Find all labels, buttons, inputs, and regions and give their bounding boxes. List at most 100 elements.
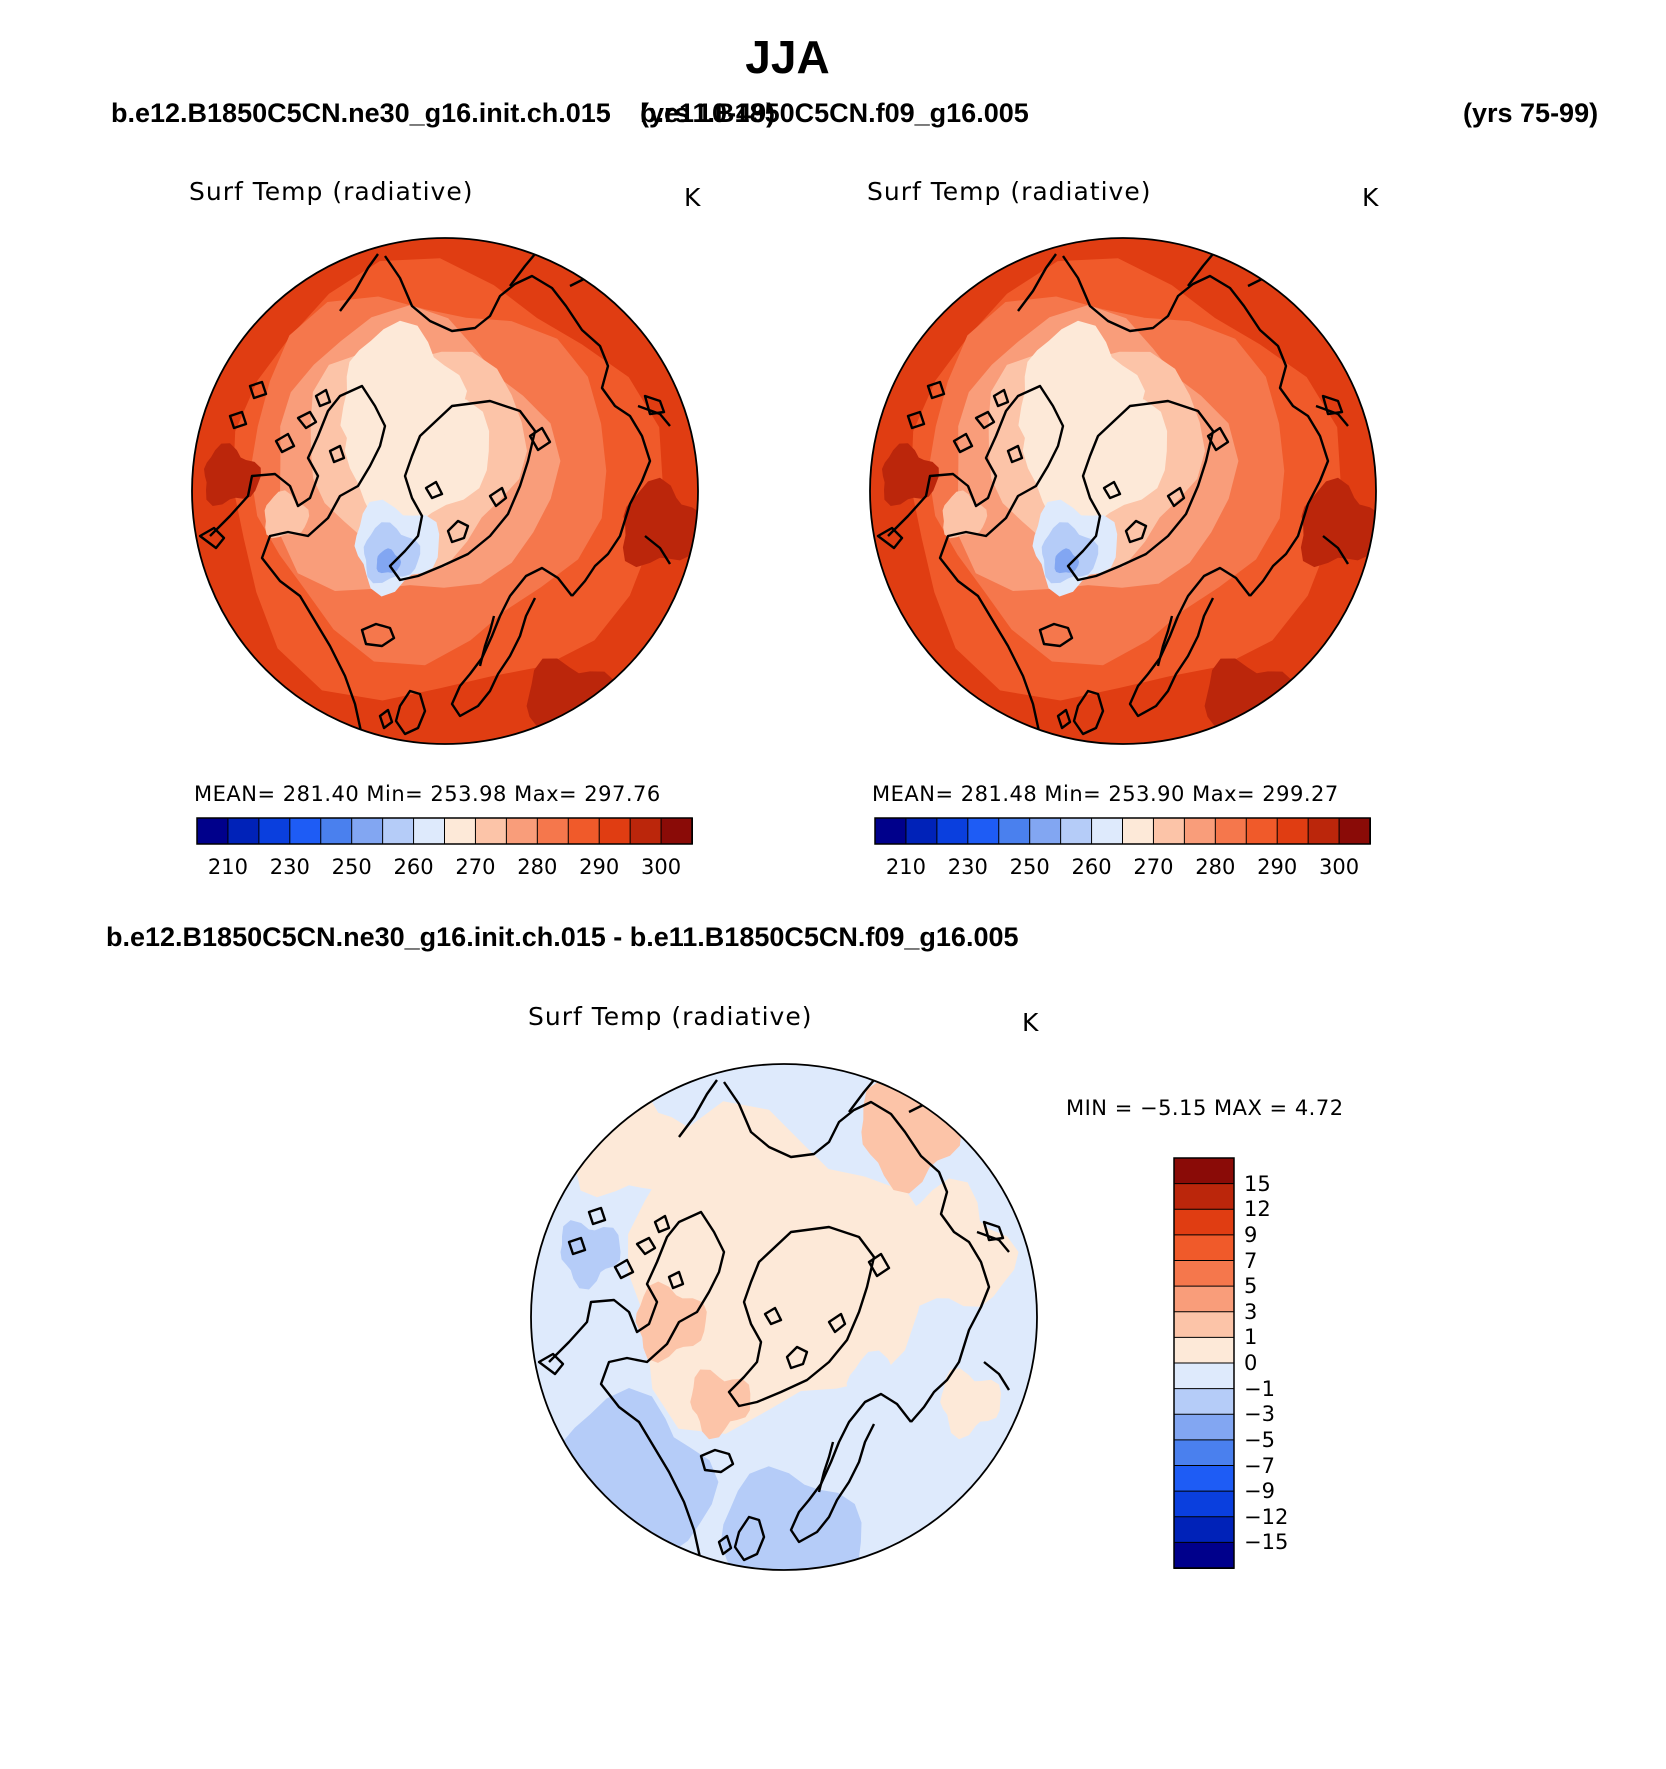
colorbar-box	[505, 817, 539, 845]
polar-map-panel1	[191, 237, 699, 745]
colorbar-box	[258, 817, 291, 845]
colorbar-box	[1307, 817, 1341, 845]
colorbar-panel1	[196, 817, 693, 845]
colorbar-box	[351, 817, 384, 845]
colorbar-tick-label: 270	[1133, 855, 1174, 879]
colorbar-box	[444, 817, 477, 845]
colorbar-tick-label: 7	[1244, 1248, 1258, 1273]
polar-map-panel2	[869, 237, 1377, 745]
colorbar-box	[1152, 817, 1186, 845]
colorbar-box	[629, 817, 663, 845]
colorbar-tick-label: 260	[1071, 855, 1112, 879]
colorbar-box	[1173, 1413, 1235, 1441]
colorbar-box	[1276, 817, 1310, 845]
panel1-units: K	[684, 183, 701, 212]
case1-years: (yrs 10-49)	[640, 98, 776, 128]
colorbar-tick-label: 9	[1244, 1222, 1258, 1247]
panel2-units: K	[1362, 183, 1379, 212]
colorbar-tick-label: 290	[579, 855, 620, 879]
colorbar-box	[567, 817, 601, 845]
colorbar-tick-label: 210	[885, 855, 926, 879]
colorbar-tick-label: 0	[1244, 1351, 1258, 1375]
colorbar-box	[1029, 817, 1062, 845]
panel2-stats: MEAN= 281.48 Min= 253.90 Max= 299.27	[872, 782, 1339, 806]
colorbar-tick-label: −15	[1244, 1530, 1289, 1555]
colorbar-box	[1338, 817, 1371, 845]
colorbar-tick-label: 290	[1257, 855, 1298, 879]
colorbar-box	[1173, 1260, 1235, 1288]
colorbar-box	[1245, 817, 1279, 845]
colorbar-box	[936, 817, 969, 845]
colorbar-box	[905, 817, 938, 845]
colorbar-box	[874, 817, 907, 845]
case2-name: b.e11.B1850C5CN.f09_g16.005	[640, 98, 1029, 128]
colorbar-tick-label: 280	[1195, 855, 1236, 879]
colorbar-box	[1173, 1490, 1235, 1518]
colorbar-box	[598, 817, 632, 845]
colorbar-box	[1173, 1285, 1235, 1313]
colorbar-box	[289, 817, 322, 845]
colorbar-box	[1173, 1336, 1235, 1364]
colorbar-tick-label: 230	[947, 855, 988, 879]
colorbar-box	[1173, 1362, 1235, 1390]
colorbar-tick-label: 230	[269, 855, 310, 879]
colorbar-box	[1183, 817, 1217, 845]
colorbar-box	[1060, 817, 1093, 845]
colorbar-box	[413, 817, 446, 845]
colorbar-box	[1173, 1439, 1235, 1467]
colorbar-box	[1173, 1388, 1235, 1416]
colorbar-panel2	[874, 817, 1371, 845]
colorbar-box	[1173, 1208, 1235, 1236]
colorbar-tick-label: 15	[1244, 1171, 1271, 1196]
colorbar-tick-label: 250	[331, 855, 372, 879]
colorbar-box	[1173, 1465, 1235, 1493]
colorbar-tick-label: 12	[1244, 1197, 1271, 1222]
colorbar-box	[1173, 1541, 1235, 1569]
colorbar-tick-label: 210	[207, 855, 248, 879]
colorbar-tick-label: 260	[393, 855, 434, 879]
colorbar-tick-label: 270	[455, 855, 496, 879]
panel3-units: K	[1022, 1008, 1039, 1037]
polar-map-difference	[530, 1063, 1038, 1571]
colorbar-tick-label: 300	[641, 855, 682, 879]
colorbar-box	[1214, 817, 1248, 845]
colorbar-tick-label: 1	[1244, 1325, 1258, 1350]
colorbar-tick-label: −3	[1244, 1402, 1275, 1427]
colorbar-box	[967, 817, 1000, 845]
colorbar-box	[196, 817, 229, 845]
figure-title: JJA	[745, 31, 830, 83]
colorbar-box	[536, 817, 570, 845]
panel3-stats: MIN = −5.15 MAX = 4.72	[1066, 1096, 1344, 1120]
case2-years: (yrs 75-99)	[1463, 98, 1599, 128]
colorbar-box	[227, 817, 260, 845]
colorbar-tick-label: −9	[1244, 1479, 1275, 1504]
colorbar-box	[660, 817, 693, 845]
colorbar-box	[998, 817, 1031, 845]
colorbar-box	[382, 817, 415, 845]
colorbar-box	[1173, 1157, 1235, 1185]
colorbar-tick-label: −7	[1244, 1453, 1275, 1478]
colorbar-difference	[1173, 1157, 1235, 1569]
colorbar-box	[1173, 1311, 1235, 1339]
colorbar-box	[1091, 817, 1124, 845]
colorbar-box	[320, 817, 353, 845]
colorbar-box	[1173, 1234, 1235, 1262]
case1-name: b.e12.B1850C5CN.ne30_g16.init.ch.015	[111, 98, 611, 128]
colorbar-tick-label: 300	[1319, 855, 1360, 879]
colorbar-tick-label: −12	[1244, 1504, 1289, 1529]
colorbar-tick-label: 3	[1244, 1299, 1258, 1324]
panel2-variable-title: Surf Temp (radiative)	[867, 177, 1152, 206]
colorbar-tick-label: 250	[1009, 855, 1050, 879]
colorbar-box	[1173, 1183, 1235, 1211]
panel3-variable-title: Surf Temp (radiative)	[528, 1002, 813, 1031]
panel1-variable-title: Surf Temp (radiative)	[189, 177, 474, 206]
colorbar-tick-label: −1	[1244, 1376, 1275, 1401]
colorbar-box	[1173, 1516, 1235, 1544]
panel1-stats: MEAN= 281.40 Min= 253.98 Max= 297.76	[194, 782, 661, 806]
colorbar-tick-label: 280	[517, 855, 558, 879]
colorbar-box	[1122, 817, 1155, 845]
colorbar-tick-label: 5	[1244, 1274, 1258, 1299]
colorbar-box	[474, 817, 508, 845]
colorbar-tick-label: −5	[1244, 1427, 1275, 1452]
difference-title: b.e12.B1850C5CN.ne30_g16.init.ch.015 - b…	[106, 922, 1019, 952]
